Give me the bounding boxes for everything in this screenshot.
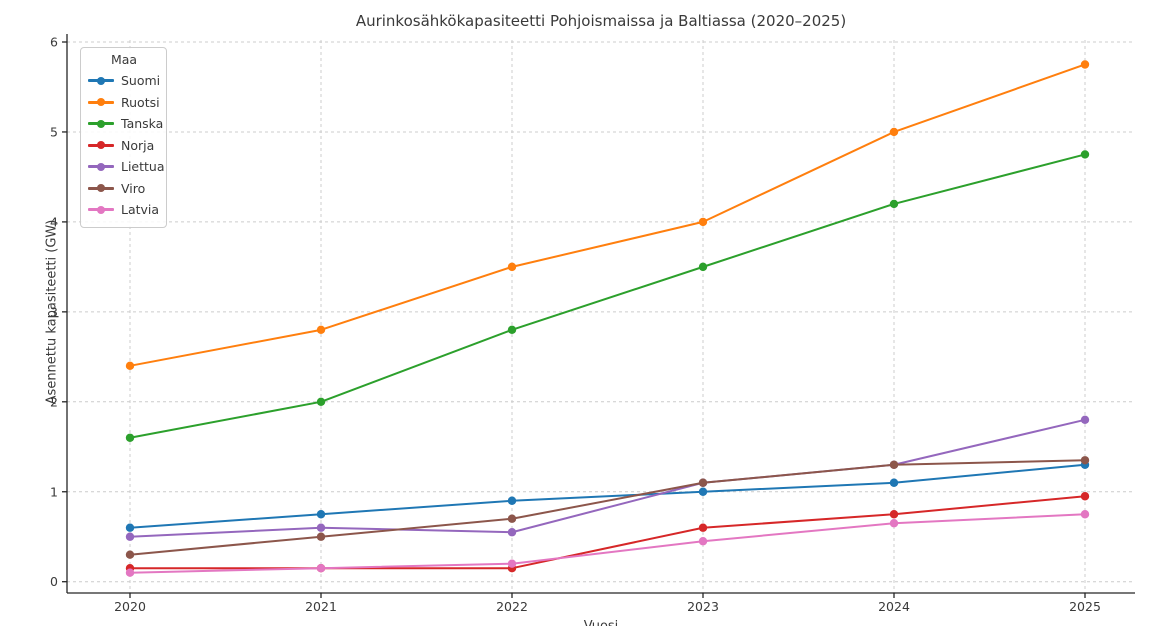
y-tick-label: 5 xyxy=(50,124,58,139)
data-point-marker xyxy=(1080,492,1090,501)
legend-line-dot-icon xyxy=(88,98,114,107)
data-point-marker xyxy=(507,528,517,537)
x-tick-label: 2021 xyxy=(305,599,337,614)
legend-item-norja: Norja xyxy=(88,135,160,157)
legend-item-viro: Viro xyxy=(88,178,160,200)
legend-line-dot-icon xyxy=(88,119,114,128)
data-point-marker xyxy=(125,550,135,559)
legend-item-liettua: Liettua xyxy=(88,156,165,178)
data-point-marker xyxy=(698,217,708,227)
data-point-marker xyxy=(507,496,517,505)
data-point-marker xyxy=(698,523,708,532)
y-tick-label: 3 xyxy=(50,304,58,319)
legend-line-dot-icon xyxy=(88,162,114,171)
x-tick-label: 2022 xyxy=(496,599,528,614)
data-point-marker xyxy=(125,361,135,371)
data-point-marker xyxy=(316,510,326,519)
legend: Maa Suomi Ruotsi Tanska Norja Liettua Vi… xyxy=(80,47,167,228)
data-point-marker xyxy=(1080,510,1090,519)
x-tick-label: 2020 xyxy=(114,599,146,614)
data-point-marker xyxy=(1080,415,1090,424)
data-point-marker xyxy=(889,519,899,528)
data-point-marker xyxy=(507,325,517,335)
data-point-marker xyxy=(125,532,135,541)
series-line-liettua xyxy=(129,418,1086,538)
legend-line-dot-icon xyxy=(88,205,114,214)
data-point-marker xyxy=(316,564,326,573)
data-point-marker xyxy=(1080,150,1090,159)
legend-title: Maa xyxy=(110,52,138,67)
legend-line-dot-icon xyxy=(88,76,114,85)
data-point-marker xyxy=(125,523,135,532)
data-point-marker xyxy=(698,537,708,546)
legend-line-dot-icon xyxy=(88,141,114,150)
legend-label: Tanska xyxy=(121,116,164,132)
x-axis-label: Vuosi xyxy=(67,619,1135,626)
legend-item-tanska: Tanska xyxy=(88,113,164,135)
x-tick-label: 2023 xyxy=(687,599,719,614)
data-point-marker xyxy=(125,433,135,442)
y-tick-label: 1 xyxy=(50,484,58,499)
series-line-ruotsi xyxy=(129,63,1086,367)
data-point-marker xyxy=(698,487,708,496)
data-point-marker xyxy=(507,514,517,523)
legend-label: Liettua xyxy=(121,159,165,175)
data-point-marker xyxy=(889,478,899,487)
data-point-marker xyxy=(125,568,135,577)
legend-item-ruotsi: Ruotsi xyxy=(88,92,160,114)
legend-label: Norja xyxy=(121,137,155,153)
data-point-marker xyxy=(316,523,326,532)
data-point-marker xyxy=(1080,60,1090,69)
legend-label: Suomi xyxy=(121,73,161,89)
legend-line-dot-icon xyxy=(88,184,114,193)
y-tick-label: 4 xyxy=(50,214,58,229)
chart-title: Aurinkosähkökapasiteetti Pohjoismaissa j… xyxy=(355,12,847,30)
data-point-marker xyxy=(889,510,899,519)
legend-label: Ruotsi xyxy=(121,94,160,110)
y-tick-label: 6 xyxy=(50,35,58,50)
data-point-marker xyxy=(889,127,899,137)
series-line-latvia xyxy=(129,513,1086,574)
data-point-marker xyxy=(316,325,326,335)
legend-label: Viro xyxy=(121,180,146,196)
series-line-viro xyxy=(129,459,1086,556)
y-tick-label: 0 xyxy=(50,574,58,589)
data-point-marker xyxy=(889,199,899,209)
data-point-marker xyxy=(316,397,326,406)
y-tick-label: 2 xyxy=(50,394,58,409)
series-line-tanska xyxy=(129,153,1086,439)
legend-item-latvia: Latvia xyxy=(88,199,160,221)
data-point-marker xyxy=(698,478,708,487)
data-point-marker xyxy=(698,262,708,272)
data-point-marker xyxy=(507,559,517,568)
data-point-marker xyxy=(316,532,326,541)
x-tick-label: 2025 xyxy=(1069,599,1101,614)
data-point-marker xyxy=(1080,456,1090,465)
legend-label: Latvia xyxy=(121,202,160,218)
y-axis-label: Asennettu kapasiteetti (GW) xyxy=(44,219,60,405)
series-line-suomi xyxy=(129,463,1086,529)
legend-item-suomi: Suomi xyxy=(88,70,160,92)
data-point-marker xyxy=(507,262,517,272)
x-tick-label: 2024 xyxy=(878,599,910,614)
data-point-marker xyxy=(889,460,899,469)
